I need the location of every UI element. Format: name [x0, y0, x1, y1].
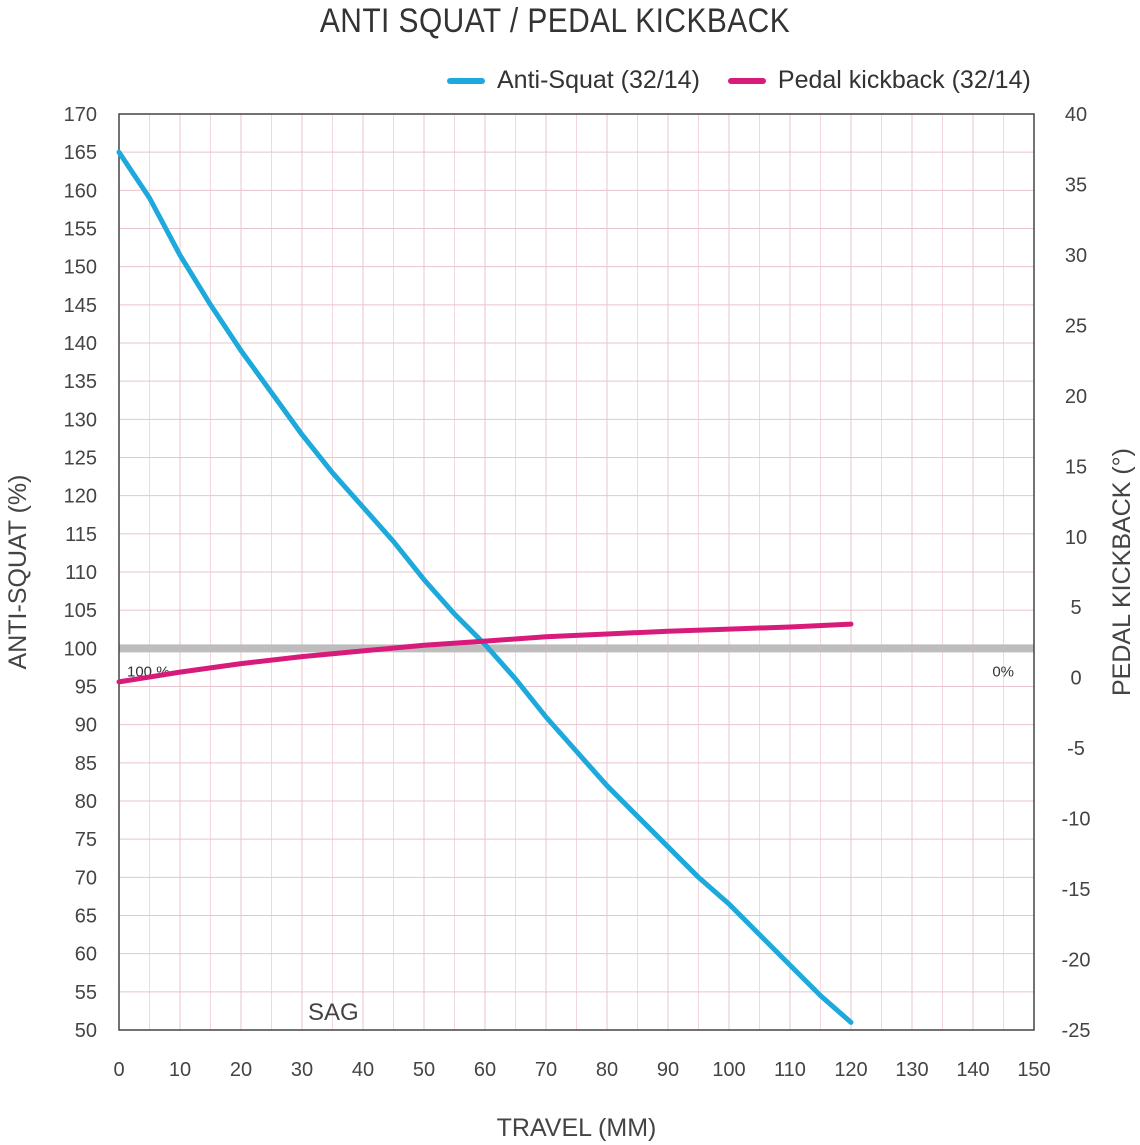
legend-label-anti-squat: Anti-Squat (32/14) — [497, 66, 700, 94]
pedal-kickback-line — [116, 621, 854, 685]
x-tick-label: 80 — [596, 1059, 618, 1081]
y-left-tick-label: 60 — [75, 944, 97, 966]
y-left-tick-label: 165 — [64, 142, 97, 164]
y-right-tick-label: -5 — [1067, 738, 1085, 760]
y-left-tick-label: 160 — [64, 180, 97, 202]
y-left-tick-label: 55 — [75, 982, 97, 1004]
x-tick-label: 110 — [774, 1059, 806, 1081]
x-tick-label: 0 — [113, 1059, 124, 1081]
y-left-tick-label: 80 — [75, 791, 97, 813]
y-left-tick-label: 50 — [75, 1020, 97, 1042]
legend-item-anti-squat: Anti-Squat (32/14) — [447, 66, 700, 95]
y-left-tick-label: 150 — [64, 257, 97, 279]
y-right-tick-label: 20 — [1065, 386, 1087, 408]
x-tick-label: 90 — [657, 1059, 679, 1081]
x-tick-label: 140 — [956, 1059, 989, 1081]
plot-frame — [118, 113, 1035, 1031]
chart-title: ANTI SQUAT / PEDAL KICKBACK — [319, 2, 791, 40]
x-axis-title: TRAVEL (MM) — [497, 1114, 657, 1142]
y-right-tick-label: -10 — [1062, 809, 1091, 831]
legend-swatch-anti-squat — [447, 77, 485, 84]
legend: Anti-Squat (32/14) Pedal kickback (32/14… — [447, 66, 1059, 95]
y-right-tick-label: 25 — [1065, 315, 1087, 337]
y-right-tick-label: 5 — [1070, 597, 1081, 619]
y-left-tick-label: 75 — [75, 829, 97, 851]
y-left-tick-label: 85 — [75, 753, 97, 775]
y-left-tick-label: 125 — [64, 448, 97, 470]
y-right-tick-label: -20 — [1062, 950, 1091, 972]
y-left-tick-label: 135 — [64, 371, 97, 393]
y-left-tick-label: 90 — [75, 715, 97, 737]
x-tick-label: 70 — [535, 1059, 557, 1081]
anti-squat-line — [116, 149, 854, 1025]
y-left-tick-label: 105 — [64, 600, 97, 622]
x-tick-label: 130 — [895, 1059, 928, 1081]
y-right-tick-label: 15 — [1065, 456, 1087, 478]
legend-label-pedal-kickback: Pedal kickback (32/14) — [777, 66, 1031, 94]
y-right-tick-label: 35 — [1065, 174, 1087, 196]
x-tick-label: 120 — [834, 1059, 867, 1081]
y-left-tick-label: 70 — [75, 867, 97, 889]
y-left-tick-label: 170 — [64, 104, 97, 126]
y-right-tick-label: 0 — [1070, 668, 1081, 690]
x-tick-label: 30 — [291, 1059, 313, 1081]
y-left-tick-label: 100 — [64, 638, 97, 660]
y-left-tick-label: 110 — [65, 562, 97, 584]
x-tick-label: 50 — [413, 1059, 435, 1081]
y-right-tick-label: -15 — [1062, 879, 1091, 901]
y-left-tick-label: 130 — [64, 409, 97, 431]
x-tick-label: 100 — [712, 1059, 745, 1081]
legend-swatch-pedal-kickback — [727, 77, 766, 84]
x-tick-label: 60 — [474, 1059, 496, 1081]
legend-item-pedal-kickback: Pedal kickback (32/14) — [727, 66, 1031, 95]
x-tick-label: 150 — [1017, 1059, 1050, 1081]
sag-label: SAG — [308, 999, 359, 1026]
y-right-tick-label: 40 — [1065, 104, 1087, 126]
y-left-tick-label: 95 — [75, 677, 97, 699]
y-left-tick-label: 115 — [65, 524, 97, 546]
y-left-tick-label: 140 — [64, 333, 97, 355]
x-tick-label: 10 — [169, 1059, 191, 1081]
y-left-tick-label: 120 — [64, 486, 97, 508]
y-right-tick-label: 10 — [1065, 527, 1087, 549]
x-tick-label: 20 — [230, 1059, 252, 1081]
y-left-tick-label: 145 — [64, 295, 97, 317]
y-left-tick-label: 65 — [75, 906, 97, 928]
y-right-tick-label: 30 — [1065, 245, 1087, 267]
y-right-axis-title: PEDAL KICKBACK (°) — [1108, 448, 1136, 696]
y-right-tick-label: -25 — [1062, 1020, 1091, 1042]
x-tick-label: 40 — [352, 1059, 374, 1081]
y-left-axis-title: ANTI-SQUAT (%) — [4, 475, 32, 670]
y-left-tick-label: 155 — [64, 219, 97, 241]
annotation-0-percent: 0% — [992, 663, 1014, 680]
